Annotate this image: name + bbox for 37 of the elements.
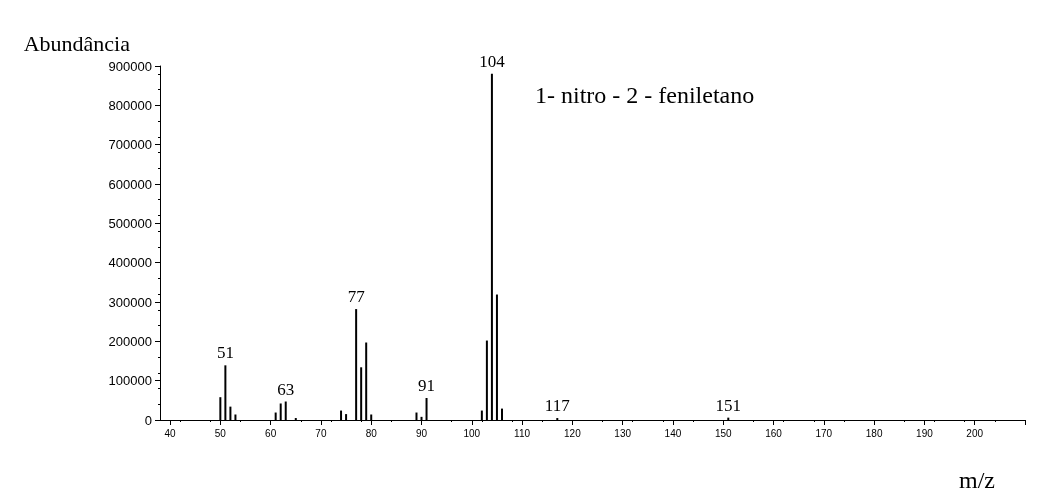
y-tick-label: 200000: [108, 333, 152, 349]
x-tick-label: 80: [365, 427, 378, 439]
x-tick-label: 60: [265, 427, 277, 439]
x-tick-label: 100: [463, 427, 481, 439]
y-tick-label: 300000: [108, 294, 152, 310]
annotation: 63: [277, 379, 295, 399]
x-tick-label: 140: [664, 427, 682, 439]
x-tick-label: 40: [164, 427, 177, 439]
annotation: 151: [715, 395, 742, 415]
annotation: 91: [418, 375, 436, 395]
x-tick-label: 90: [415, 427, 428, 439]
y-tick-label: 100000: [108, 373, 152, 389]
x-tick-label: 110: [514, 427, 531, 439]
x-axis-title: m/z: [959, 467, 995, 492]
x-tick-label: 120: [564, 427, 582, 439]
text: 1- nitro - 2 - feniletano: [535, 82, 755, 108]
x-tick-label: 180: [865, 427, 883, 439]
y-tick-label: 0: [144, 412, 152, 428]
annotation: 77: [347, 287, 366, 307]
x-tick-label: 70: [315, 427, 327, 439]
y-tick-label: 400000: [108, 255, 152, 271]
x-tick-label: 170: [815, 427, 833, 439]
y-tick-label: 900000: [108, 58, 152, 74]
y-tick-label: 700000: [108, 137, 152, 153]
x-tick-label: 200: [966, 427, 984, 439]
y-tick-label: 500000: [108, 215, 152, 231]
x-tick-label: 130: [614, 427, 632, 439]
annotation: 51: [216, 343, 234, 363]
x-tick-label: 150: [714, 427, 733, 439]
x-tick-label: 160: [765, 427, 783, 439]
y-tick-label: 800000: [108, 97, 152, 113]
y-axis-title: Abundância: [23, 30, 131, 56]
x-tick-label: 50: [214, 427, 227, 439]
y-tick-label: 600000: [108, 176, 152, 192]
annotation: 104: [479, 51, 506, 71]
x-tick-label: 190: [916, 427, 934, 439]
annotation: 117: [544, 396, 571, 416]
